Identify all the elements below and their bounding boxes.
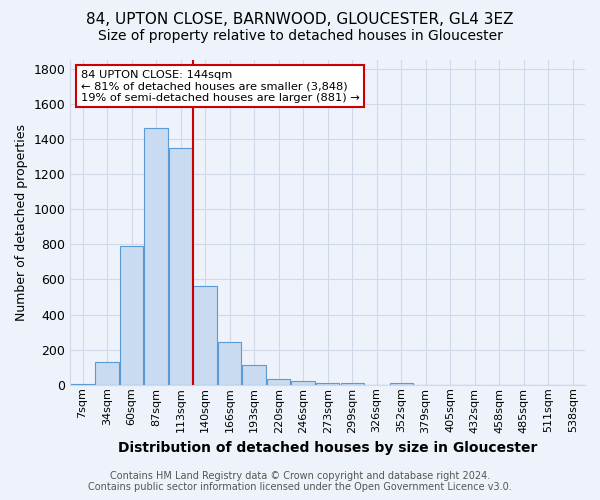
- Bar: [218, 342, 241, 385]
- Bar: [292, 382, 315, 385]
- Text: Size of property relative to detached houses in Gloucester: Size of property relative to detached ho…: [98, 29, 502, 43]
- Text: 84 UPTON CLOSE: 144sqm
← 81% of detached houses are smaller (3,848)
19% of semi-: 84 UPTON CLOSE: 144sqm ← 81% of detached…: [80, 70, 359, 103]
- Bar: [242, 366, 266, 385]
- Bar: [267, 380, 290, 385]
- Bar: [95, 362, 119, 385]
- Bar: [193, 286, 217, 385]
- Bar: [341, 383, 364, 385]
- Bar: [389, 383, 413, 385]
- Y-axis label: Number of detached properties: Number of detached properties: [15, 124, 28, 321]
- Text: 84, UPTON CLOSE, BARNWOOD, GLOUCESTER, GL4 3EZ: 84, UPTON CLOSE, BARNWOOD, GLOUCESTER, G…: [86, 12, 514, 28]
- Bar: [169, 148, 192, 385]
- Bar: [145, 128, 168, 385]
- Text: Contains HM Land Registry data © Crown copyright and database right 2024.
Contai: Contains HM Land Registry data © Crown c…: [88, 471, 512, 492]
- Bar: [316, 383, 339, 385]
- Bar: [120, 246, 143, 385]
- X-axis label: Distribution of detached houses by size in Gloucester: Distribution of detached houses by size …: [118, 441, 538, 455]
- Bar: [71, 384, 94, 385]
